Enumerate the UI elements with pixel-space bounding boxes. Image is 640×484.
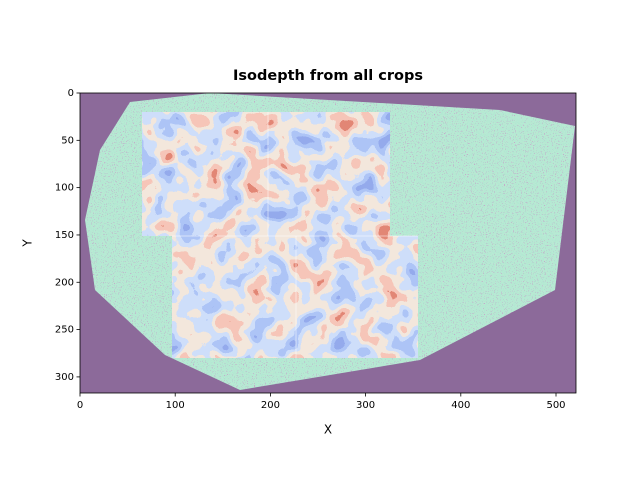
chart-title: Isodepth from all crops <box>233 68 423 84</box>
x-tick-label: 0 <box>77 400 83 411</box>
crop <box>172 236 418 358</box>
x-tick-label: 100 <box>166 400 185 411</box>
y-tick-label: 0 <box>68 88 74 99</box>
y-tick-label: 150 <box>55 230 74 241</box>
x-tick-label: 400 <box>451 400 470 411</box>
y-tick-label: 300 <box>55 372 74 383</box>
crop <box>142 112 390 236</box>
y-axis-label: Y <box>21 239 35 248</box>
image <box>80 93 576 393</box>
x-tick-label: 500 <box>546 400 565 411</box>
x-axis-label: X <box>324 423 332 437</box>
x-tick-label: 300 <box>356 400 375 411</box>
y-tick-label: 250 <box>55 325 74 336</box>
y-tick-label: 100 <box>55 183 74 194</box>
y-tick-label: 50 <box>61 135 74 146</box>
x-tick-label: 200 <box>261 400 280 411</box>
axes-frame <box>79 92 577 394</box>
y-tick-label: 200 <box>55 277 74 288</box>
